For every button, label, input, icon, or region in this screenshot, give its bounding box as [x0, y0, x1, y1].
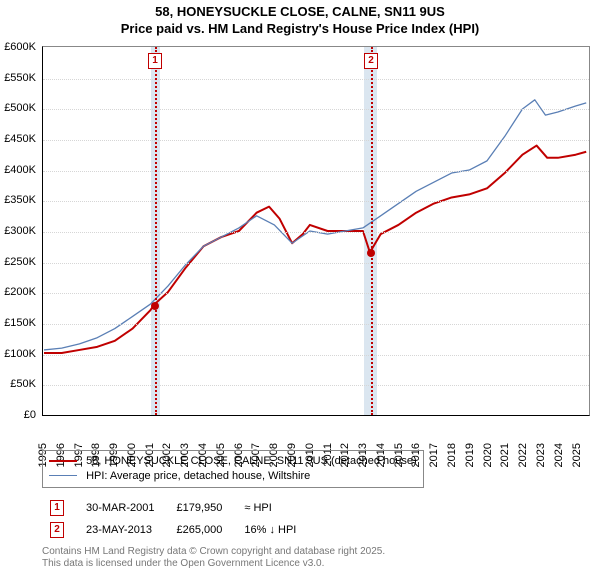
y-tick-label: £450K — [4, 133, 36, 145]
footnote: Contains HM Land Registry data © Crown c… — [42, 546, 590, 571]
title-line2: Price paid vs. HM Land Registry's House … — [0, 21, 600, 38]
sale-index-box: 2 — [50, 522, 64, 538]
sale-date: 23-MAY-2013 — [80, 520, 168, 540]
y-tick-label: £550K — [4, 72, 36, 84]
title-line1: 58, HONEYSUCKLE CLOSE, CALNE, SN11 9US — [0, 4, 600, 21]
y-tick-label: £50K — [10, 378, 36, 390]
footnote-line1: Contains HM Land Registry data © Crown c… — [42, 546, 385, 557]
legend-and-details: 58, HONEYSUCKLE CLOSE, CALNE, SN11 9US (… — [42, 450, 590, 571]
legend-row-1: 58, HONEYSUCKLE CLOSE, CALNE, SN11 9US (… — [49, 454, 417, 469]
series-line-2 — [44, 100, 586, 350]
legend-label-2: HPI: Average price, detached house, Wilt… — [86, 470, 310, 482]
legend-box: 58, HONEYSUCKLE CLOSE, CALNE, SN11 9US (… — [42, 450, 424, 488]
y-tick-label: £100K — [4, 348, 36, 360]
legend-label-1: 58, HONEYSUCKLE CLOSE, CALNE, SN11 9US (… — [86, 455, 417, 467]
sale-price: £265,000 — [170, 520, 236, 540]
x-axis-labels: 1995199619971998199920002001200220032004… — [42, 416, 590, 446]
chart-title: 58, HONEYSUCKLE CLOSE, CALNE, SN11 9US P… — [0, 0, 600, 38]
chart-plot-area: 12 — [42, 46, 590, 416]
sale-delta: 16% ↓ HPI — [238, 520, 310, 540]
sales-row: 2 23-MAY-2013£265,00016% ↓ HPI — [44, 520, 310, 540]
sale-marker: 2 — [364, 53, 378, 69]
y-tick-label: £250K — [4, 256, 36, 268]
legend-swatch-1 — [49, 460, 77, 462]
sales-table: 1 30-MAR-2001£179,950≈ HPI 2 23-MAY-2013£26… — [42, 496, 312, 542]
y-tick-label: £200K — [4, 286, 36, 298]
y-tick-label: £500K — [4, 102, 36, 114]
sales-row: 1 30-MAR-2001£179,950≈ HPI — [44, 498, 310, 518]
y-axis-labels: £0£50K£100K£150K£200K£250K£300K£350K£400… — [0, 46, 40, 416]
sale-price: £179,950 — [170, 498, 236, 518]
legend-row-2: HPI: Average price, detached house, Wilt… — [49, 469, 417, 484]
y-tick-label: £400K — [4, 164, 36, 176]
y-tick-label: £150K — [4, 317, 36, 329]
sale-marker: 1 — [148, 53, 162, 69]
sale-point — [367, 249, 375, 257]
sale-index-box: 1 — [50, 500, 64, 516]
sale-point — [151, 302, 159, 310]
y-tick-label: £300K — [4, 225, 36, 237]
sale-date: 30-MAR-2001 — [80, 498, 168, 518]
y-tick-label: £0 — [24, 409, 36, 421]
y-tick-label: £600K — [4, 41, 36, 53]
legend-swatch-2 — [49, 475, 77, 476]
chart-lines-svg — [43, 47, 589, 415]
y-tick-label: £350K — [4, 194, 36, 206]
sale-delta: ≈ HPI — [238, 498, 310, 518]
